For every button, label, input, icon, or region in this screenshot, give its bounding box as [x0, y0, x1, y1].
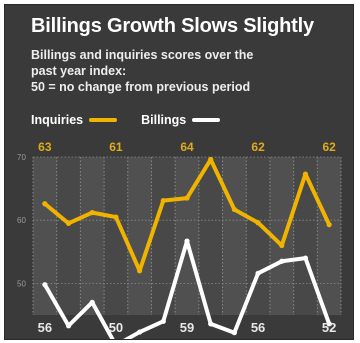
inquiries-value-label: 61: [109, 140, 123, 154]
inquiries-value-label: 62: [251, 140, 265, 154]
data-point-inquiries: [137, 268, 143, 274]
inquiries-value-label: 62: [322, 140, 336, 154]
subtitle-line-2: past year index:: [31, 64, 127, 78]
billings-value-label: 56: [251, 320, 265, 335]
billings-value-label: 56: [38, 320, 52, 335]
billings-value-label: 59: [180, 320, 194, 335]
billings-value-label: 50: [109, 320, 123, 335]
legend-item-billings: Billings: [141, 113, 221, 127]
y-tick-label: 50: [17, 279, 26, 288]
data-point-billings: [326, 321, 332, 327]
data-point-inquiries: [113, 214, 119, 220]
data-point-billings: [279, 258, 285, 264]
line-chart: 50 60 70 63 56 61 50 64 59 62 56 62 52: [17, 140, 342, 339]
plot-band: [293, 157, 318, 315]
data-point-inquiries: [208, 156, 214, 163]
chart-legend: Inquiries Billings: [31, 113, 244, 127]
legend-label-billings: Billings: [141, 113, 187, 127]
legend-swatch-inquiries: [89, 118, 118, 122]
data-point-inquiries: [255, 220, 261, 226]
plot-band: [198, 157, 223, 315]
data-point-billings: [302, 255, 309, 261]
chart-title: Billings Growth Slows Slightly: [31, 15, 314, 37]
data-point-billings: [160, 318, 166, 324]
data-point-inquiries: [231, 206, 237, 213]
subtitle-line-1: Billings and inquiries scores over the: [31, 48, 254, 62]
inquiries-value-label: 64: [180, 140, 194, 154]
plot-area: [33, 157, 341, 315]
chart-subtitle: Billings and inquiries scores over the p…: [31, 47, 321, 95]
plot-band: [104, 157, 128, 315]
data-point-billings: [137, 329, 143, 335]
data-point-inquiries: [160, 198, 166, 204]
data-point-inquiries: [42, 201, 48, 207]
legend-swatch-billings: [192, 118, 221, 122]
subtitle-line-3: 50 = no change from previous period: [31, 80, 251, 94]
data-point-inquiries: [89, 210, 95, 216]
data-point-inquiries: [326, 222, 332, 228]
inquiries-value-label: 63: [38, 140, 52, 154]
y-tick-label: 60: [17, 216, 26, 225]
data-point-inquiries: [184, 195, 190, 201]
data-point-inquiries: [302, 171, 309, 177]
legend-item-inquiries: Inquiries: [31, 113, 118, 127]
data-point-billings: [89, 299, 95, 305]
data-point-inquiries: [279, 242, 285, 249]
data-point-billings: [231, 330, 237, 336]
legend-label-inquiries: Inquiries: [31, 113, 84, 127]
data-point-billings: [184, 238, 190, 244]
data-point-inquiries: [65, 220, 72, 226]
data-point-billings: [255, 270, 261, 276]
y-tick-label: 70: [17, 153, 26, 162]
data-point-billings: [65, 323, 72, 329]
plot-band: [151, 157, 176, 315]
plot-band: [56, 157, 81, 315]
plot-band: [246, 157, 270, 315]
data-point-billings: [42, 282, 48, 288]
data-point-billings: [208, 321, 214, 327]
billings-value-label: 52: [322, 320, 336, 335]
chart-card: Billings Growth Slows Slightly Billings …: [4, 4, 354, 340]
